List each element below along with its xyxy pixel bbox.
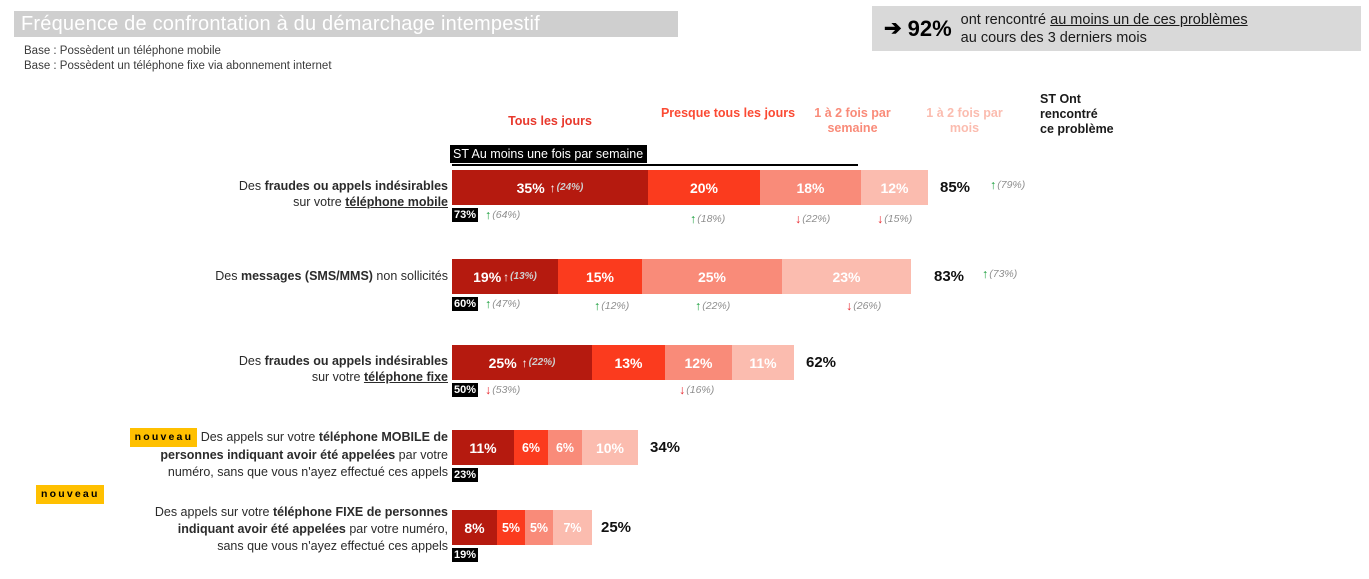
bar-segment-presque-tous-les-jours: 20% xyxy=(648,170,760,205)
segment-delta-1-4: ↓ (15%) xyxy=(877,212,913,226)
stacked-bar-3: 25% ↑ (22%) 13% 12% 11% xyxy=(452,345,794,380)
callout-value: 92% xyxy=(907,15,952,41)
nouveau-badge: nouveau xyxy=(129,428,198,447)
st-weekly-rule xyxy=(452,164,858,166)
inline-delta: ↑ (24%) xyxy=(549,180,584,195)
inline-delta: ↑ (13%) xyxy=(503,269,537,284)
segment-delta-3-3: ↓ (16%) xyxy=(679,383,715,397)
column-header-1-2-fois-semaine: 1 à 2 fois par semaine xyxy=(814,106,891,135)
bar-segment-1-2-fois-semaine: 25% xyxy=(642,259,782,294)
bar-segment-1-2-fois-mois: 7% xyxy=(553,510,592,545)
bar-segment-1-2-fois-mois: 11% xyxy=(732,345,794,380)
row-label-4: nouveau Des appels sur votre téléphone M… xyxy=(18,428,448,481)
callout-text: ont rencontré au moins un de ces problèm… xyxy=(961,11,1248,47)
st-weekly-delta-2: ↑ (47%) xyxy=(485,297,521,311)
bar-segment-tous-les-jours: 11% xyxy=(452,430,514,465)
base-notes: Base : Possèdent un téléphone mobile Bas… xyxy=(24,44,332,74)
stacked-bar-2: 19% ↑ (13%) 15% 25% 23% xyxy=(452,259,911,294)
row-label-2: Des messages (SMS/MMS) non sollicités xyxy=(215,269,448,283)
row-total-5: 25% xyxy=(601,519,632,536)
bar-segment-tous-les-jours: 19% ↑ (13%) xyxy=(452,259,558,294)
stacked-bar-1: 35% ↑ (24%) 20% 18% 12% xyxy=(452,170,928,205)
stacked-bar-4: 11% 6% 6% 10% xyxy=(452,430,638,465)
segment-delta-2-2: ↑ (12%) xyxy=(594,299,630,313)
bar-segment-1-2-fois-mois: 23% xyxy=(782,259,911,294)
column-header-presque-tous-les-jours: Presque tous les jours xyxy=(660,106,796,120)
legend-column-headers: Tous les jours Presque tous les jours 1 … xyxy=(0,92,1369,152)
bar-segment-1-2-fois-mois: 12% xyxy=(861,170,928,205)
bar-segment-presque-tous-les-jours: 5% xyxy=(497,510,525,545)
callout-line1-plain: ont rencontré xyxy=(960,11,1051,28)
st-weekly-badge-5: 19% xyxy=(452,548,479,562)
row-total-delta-2: ↑ (73%) xyxy=(982,267,1018,281)
segment-delta-1-3: ↓ (22%) xyxy=(795,212,831,226)
inline-delta: ↑ (22%) xyxy=(521,355,556,370)
bar-segment-1-2-fois-semaine: 6% xyxy=(548,430,582,465)
bar-segment-1-2-fois-semaine: 5% xyxy=(525,510,553,545)
st-weekly-badge-2: 60% xyxy=(452,297,479,311)
row-total-3: 62% xyxy=(806,354,837,371)
st-weekly-banner: ST Au moins une fois par semaine xyxy=(450,145,648,163)
base-note-1: Base : Possèdent un téléphone mobile xyxy=(24,45,221,57)
bar-segment-tous-les-jours: 8% xyxy=(452,510,497,545)
bar-segment-1-2-fois-mois: 10% xyxy=(582,430,638,465)
st-weekly-badge-1: 73% xyxy=(452,208,479,222)
segment-delta-2-4: ↓ (26%) xyxy=(846,299,882,313)
segment-delta-1-2: ↑ (18%) xyxy=(690,212,726,226)
row-label-1: Des fraudes ou appels indésirables sur v… xyxy=(238,179,448,209)
callout-line2: au cours des 3 derniers mois xyxy=(960,29,1147,46)
bar-segment-tous-les-jours: 35% ↑ (24%) xyxy=(452,170,648,205)
row-total-1: 85% xyxy=(940,179,971,196)
page-title-band: Fréquence de confrontation à du démarcha… xyxy=(14,11,678,37)
st-weekly-badge-3: 50% xyxy=(452,383,479,397)
row-total-4: 34% xyxy=(650,439,681,456)
row-total-2: 83% xyxy=(934,268,965,285)
bar-segment-presque-tous-les-jours: 15% xyxy=(558,259,642,294)
column-header-st-ont-rencontre: ST Ont rencontré ce problème xyxy=(1040,92,1114,136)
column-header-tous-les-jours: Tous les jours xyxy=(508,114,592,128)
arrow-right-icon: ➔ xyxy=(884,17,902,40)
column-header-1-2-fois-mois: 1 à 2 fois par mois xyxy=(926,106,1003,135)
callout-line1-underlined: au moins un de ces problèmes xyxy=(1050,11,1248,28)
segment-delta-2-3: ↑ (22%) xyxy=(695,299,731,313)
st-weekly-delta-3: ↓ (53%) xyxy=(485,383,521,397)
nouveau-badge: nouveau xyxy=(36,485,104,504)
bar-segment-1-2-fois-semaine: 12% xyxy=(665,345,732,380)
row-label-5: nouveau Des appels sur votre téléphone F… xyxy=(18,485,448,555)
bar-segment-1-2-fois-semaine: 18% xyxy=(760,170,861,205)
row-label-3: Des fraudes ou appels indésirables sur v… xyxy=(238,354,448,384)
bar-segment-tous-les-jours: 25% ↑ (22%) xyxy=(452,345,592,380)
summary-callout: ➔ 92% ont rencontré au moins un de ces p… xyxy=(872,6,1361,51)
stacked-bar-5: 8% 5% 5% 7% xyxy=(452,510,592,545)
row-total-delta-1: ↑ (79%) xyxy=(990,178,1026,192)
page-title: Fréquence de confrontation à du démarcha… xyxy=(21,12,540,35)
base-note-2: Base : Possèdent un téléphone fixe via a… xyxy=(24,60,332,72)
bar-segment-presque-tous-les-jours: 13% xyxy=(592,345,665,380)
st-weekly-badge-4: 23% xyxy=(452,468,479,482)
st-weekly-delta-1: ↑ (64%) xyxy=(485,208,521,222)
bar-segment-presque-tous-les-jours: 6% xyxy=(514,430,548,465)
